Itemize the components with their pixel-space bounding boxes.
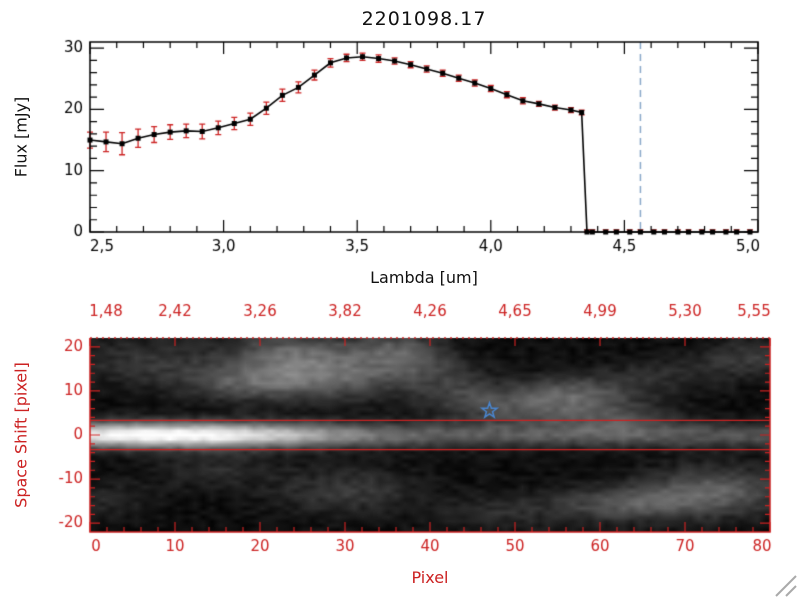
space-shift-axis-label: Space Shift [pixel]	[11, 362, 31, 508]
pixel-axis-label: Pixel	[411, 568, 449, 587]
image-panel[interactable]	[90, 338, 770, 532]
lambda-axis-label: Lambda [um]	[370, 268, 478, 287]
spectrum-panel[interactable]	[90, 42, 758, 232]
resize-grip[interactable]	[772, 572, 798, 598]
plot-title: 2201098.17	[361, 8, 487, 30]
flux-axis-label: Flux [mJy]	[11, 96, 31, 178]
